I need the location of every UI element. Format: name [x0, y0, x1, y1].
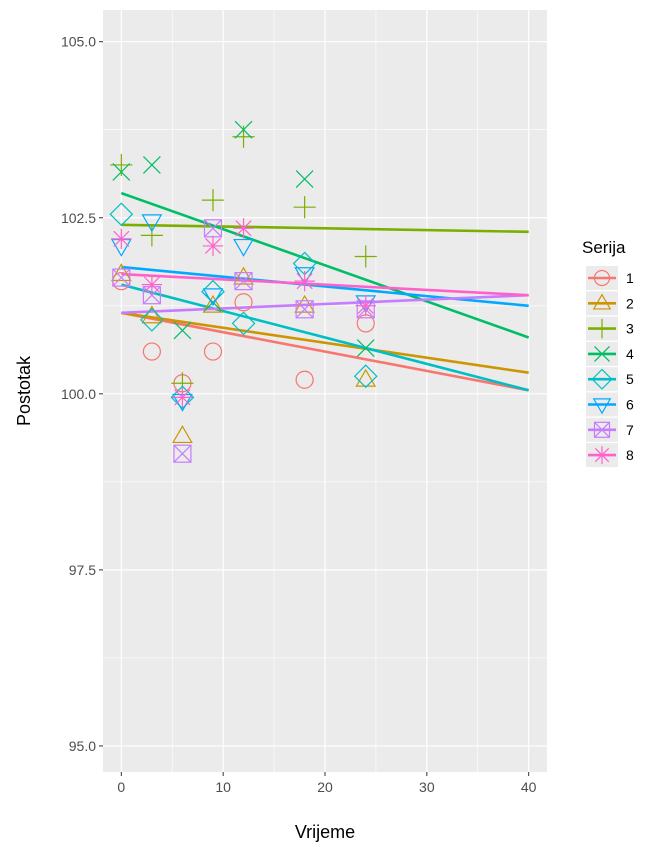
point-series-2 — [141, 305, 163, 324]
fit-line-series-1 — [121, 311, 529, 392]
legend-marker-1 — [593, 269, 611, 287]
point-series-7 — [295, 300, 314, 319]
fit-line-series-8 — [121, 272, 529, 297]
legend: Serija 1 2 3 4 5 6 7 8 — [582, 238, 634, 468]
point-series-4 — [356, 339, 375, 357]
x-tick-label: 20 — [317, 779, 333, 795]
point-series-2 — [202, 294, 224, 313]
legend-label: 6 — [626, 397, 634, 413]
point-series-8 — [233, 218, 254, 239]
legend-marker-5 — [591, 368, 613, 390]
legend-marker-6 — [592, 398, 612, 415]
x-tick-label: 30 — [419, 779, 435, 795]
x-tick-label: 0 — [117, 779, 125, 795]
y-axis-title: Postotak — [14, 355, 34, 426]
legend-marker-7 — [593, 421, 611, 438]
x-tick-label: 40 — [521, 779, 537, 795]
fit-line-series-5 — [121, 283, 529, 392]
grid — [103, 10, 547, 772]
legend-label: 2 — [626, 295, 634, 311]
y-tick-label: 100.0 — [61, 386, 96, 402]
axes: 0 10 20 30 40 95.0 97.5 100.0 102.5 105.0 — [61, 34, 537, 795]
point-series-7 — [234, 272, 253, 291]
point-series-3 — [140, 224, 163, 247]
point-series-5 — [231, 311, 256, 336]
legend-label: 8 — [626, 447, 634, 463]
point-series-4 — [173, 321, 192, 340]
point-series-1 — [142, 342, 161, 361]
x-axis-title: Vrijeme — [295, 822, 355, 842]
point-series-8 — [172, 387, 193, 408]
point-series-3 — [201, 189, 225, 212]
legend-marker-2 — [592, 293, 612, 310]
point-series-8 — [141, 274, 163, 295]
point-series-8 — [202, 235, 224, 257]
point-series-5 — [139, 307, 164, 332]
data-points — [109, 120, 378, 463]
legend-title: Serija — [582, 238, 626, 257]
legend-marker-3 — [592, 318, 612, 339]
point-series-8 — [355, 295, 376, 316]
fit-line-series-3 — [121, 223, 529, 234]
y-tick-label: 97.5 — [69, 562, 96, 578]
point-series-5 — [201, 279, 225, 304]
legend-label: 7 — [626, 422, 634, 438]
fit-line-series-4 — [120, 191, 530, 339]
point-series-7 — [112, 268, 131, 287]
point-series-3 — [354, 245, 377, 268]
point-series-6 — [233, 238, 254, 257]
point-series-5 — [353, 364, 378, 389]
point-series-5 — [109, 202, 134, 227]
point-series-2 — [172, 425, 193, 444]
y-tick-label: 95.0 — [69, 738, 96, 754]
legend-label: 5 — [626, 371, 634, 387]
point-series-8 — [111, 228, 132, 250]
point-series-4 — [142, 156, 161, 174]
legend-label: 4 — [626, 346, 634, 362]
fit-lines — [120, 191, 530, 392]
legend-label: 1 — [626, 270, 634, 286]
point-series-5 — [170, 385, 195, 410]
legend-label: 3 — [626, 321, 634, 337]
x-tick-label: 10 — [215, 779, 231, 795]
point-series-6 — [141, 214, 163, 233]
point-series-7 — [173, 444, 192, 463]
point-series-4 — [295, 170, 314, 188]
y-tick-label: 102.5 — [61, 210, 96, 226]
legend-marker-4 — [594, 345, 610, 362]
legend-marker-8 — [593, 446, 611, 465]
point-series-1 — [203, 342, 223, 361]
fit-line-series-7 — [121, 293, 529, 315]
point-series-1 — [295, 370, 314, 389]
point-series-8 — [294, 270, 315, 292]
point-series-4 — [112, 163, 131, 181]
point-series-2 — [355, 368, 377, 387]
point-series-3 — [293, 196, 316, 219]
point-series-6 — [202, 288, 224, 307]
point-series-1 — [234, 293, 253, 312]
point-series-4 — [234, 120, 253, 139]
y-tick-label: 105.0 — [61, 34, 96, 50]
